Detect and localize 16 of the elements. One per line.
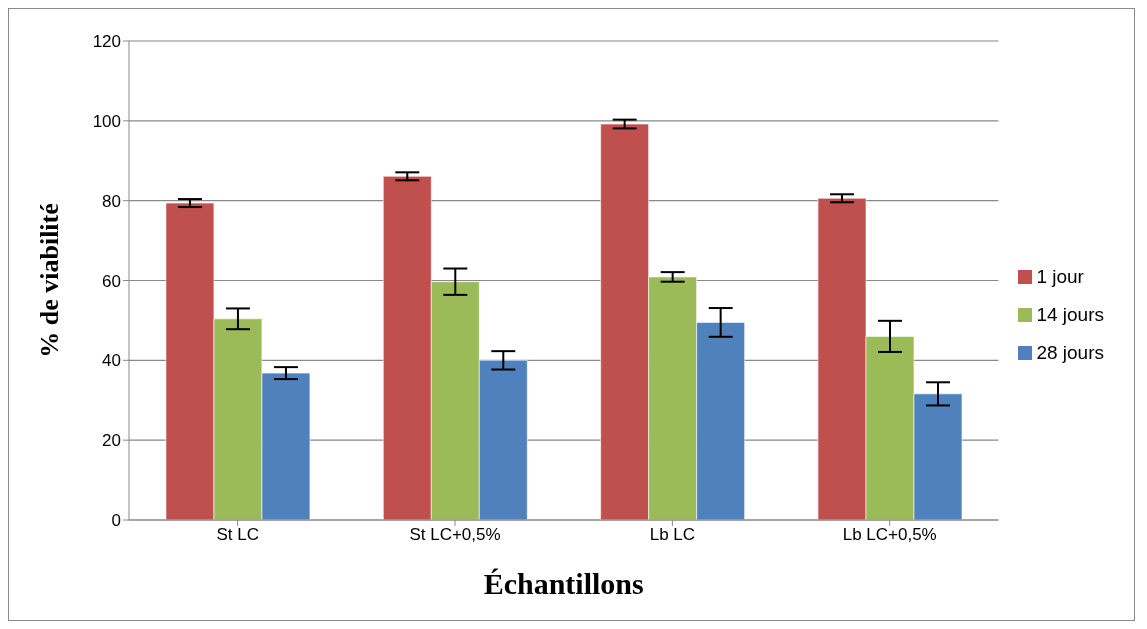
- x-axis-title: Échantillons: [483, 567, 644, 600]
- y-axis-title: % de viabilité: [35, 203, 65, 358]
- legend-label: 28 jours: [1036, 341, 1104, 363]
- y-tick-label: 80: [102, 191, 121, 211]
- y-tick-label: 20: [102, 431, 121, 451]
- legend-label: 1 jour: [1036, 265, 1084, 287]
- y-tick-label: 100: [92, 111, 121, 131]
- x-tick-label: St LC: [216, 525, 259, 545]
- legend-label: 14 jours: [1036, 303, 1104, 325]
- y-tick-label: 120: [92, 32, 121, 52]
- x-tick-label: St LC+0,5%: [409, 525, 501, 545]
- y-tick-label: 60: [102, 271, 121, 291]
- x-tick-label: Lb LC: [649, 525, 696, 545]
- x-tick-label: Lb LC+0,5%: [842, 525, 937, 545]
- y-tick-label: 0: [111, 511, 121, 531]
- y-tick-label: 40: [102, 351, 121, 371]
